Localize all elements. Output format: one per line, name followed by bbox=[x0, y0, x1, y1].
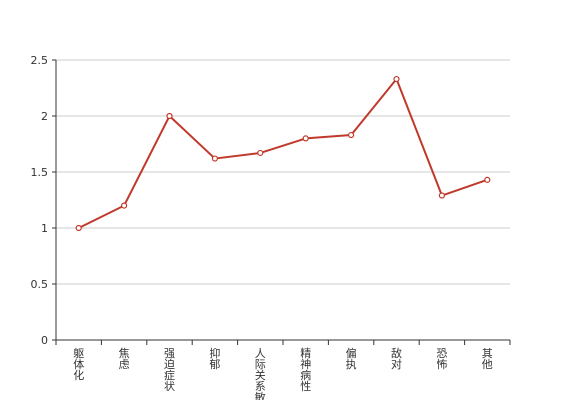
data-point[interactable] bbox=[393, 75, 400, 83]
x-tick-label: 敌对 bbox=[391, 346, 402, 371]
data-point[interactable] bbox=[120, 202, 128, 209]
data-point[interactable] bbox=[438, 192, 445, 199]
data-point[interactable] bbox=[348, 131, 355, 139]
series-line-path bbox=[78, 78, 488, 229]
data-point[interactable] bbox=[484, 176, 491, 183]
y-tick-label: 1.5 bbox=[31, 166, 49, 179]
x-tick-label: 躯体化 bbox=[73, 347, 84, 382]
x-tick-label: 人际关系敏感 bbox=[255, 347, 266, 400]
data-point[interactable] bbox=[166, 112, 173, 120]
y-tick-label: 2.5 bbox=[31, 54, 49, 67]
x-tick-label: 焦虑 bbox=[119, 347, 130, 371]
data-point[interactable] bbox=[75, 224, 82, 232]
x-tick-label: 恐怖 bbox=[436, 347, 447, 371]
y-tick-label: 2 bbox=[41, 110, 48, 123]
x-tick-labels: 躯体化 焦虑 强迫症状 抑郁 人际关系敏感 精神病性 偏执 敌对 恐怖 其他 bbox=[73, 346, 493, 404]
x-tick-label: 偏执 bbox=[346, 346, 357, 371]
x-tick-label: 抑郁 bbox=[209, 346, 220, 371]
y-tick-labels: 0 0.5 1 1.5 2 2.5 bbox=[31, 54, 49, 347]
y-tick-label: 1 bbox=[41, 222, 48, 235]
series-points bbox=[75, 75, 491, 232]
y-tick-label: 0 bbox=[41, 334, 48, 347]
x-tick-label: 精神病性 bbox=[300, 347, 311, 393]
grid-lines bbox=[56, 59, 510, 285]
data-point[interactable] bbox=[257, 149, 264, 157]
x-tick-label: 其他 bbox=[482, 347, 493, 371]
x-tick-label: 强迫症状 bbox=[164, 347, 175, 393]
data-point[interactable] bbox=[302, 135, 309, 142]
data-point[interactable] bbox=[211, 155, 218, 162]
y-tick-label: 0.5 bbox=[31, 278, 49, 291]
series-line bbox=[78, 78, 488, 229]
axes bbox=[52, 59, 511, 345]
